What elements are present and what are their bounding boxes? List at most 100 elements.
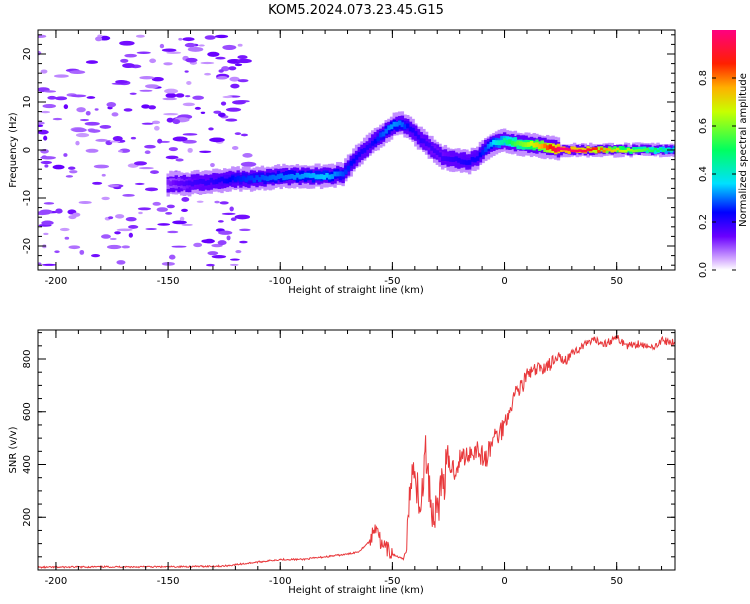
spectrogram-ridge-cell	[551, 146, 555, 151]
spectrogram-noise-blob	[200, 61, 215, 65]
colorbar: 0.0 0.2 0.4 0.6 0.8 Normalized spectral ampl…	[698, 30, 749, 278]
spectrogram-ridge-cell	[653, 148, 658, 154]
spectrogram-ridge-cell	[220, 176, 224, 182]
spectrogram-noise-blob	[144, 144, 156, 149]
y-tick-label: 800	[22, 349, 33, 368]
y-tick-label: 10	[22, 96, 33, 109]
spectrogram-noise-blob	[239, 228, 251, 232]
spectrogram-ridge-cell	[532, 142, 536, 148]
spectrogram-ridge-cell	[258, 177, 262, 182]
spectrogram-noise-blob	[207, 51, 220, 57]
spectrogram-noise-blob	[54, 96, 68, 101]
spectrogram-noise-blob	[150, 170, 159, 174]
spectrogram-noise-blob	[68, 166, 76, 170]
spectrogram-noise-blob	[206, 263, 215, 267]
spectrogram-ridge-cell	[659, 147, 663, 151]
spectrogram-noise-blob	[148, 105, 157, 110]
spectrogram-ridge-cell	[661, 146, 666, 152]
spectrogram-ridge-cell	[467, 160, 472, 165]
spectrogram-ridge-cell	[613, 149, 617, 152]
colorbar-tick-label: 0.2	[698, 214, 709, 230]
spectrogram-noise-blob	[137, 207, 152, 211]
spectrogram-ridge-cell	[341, 171, 345, 177]
snr-xlabel: Height of straight line (km)	[288, 585, 424, 596]
spectrogram-noise-blob	[43, 135, 48, 141]
spectrogram-ridge-cell	[432, 148, 437, 154]
spectrogram-ridge-cell	[626, 148, 631, 151]
y-tick-label: 600	[22, 402, 33, 421]
spectrogram-noise-blob	[184, 70, 189, 73]
spectrogram-noise-blob	[118, 150, 123, 153]
spectrogram-noise-blob	[41, 220, 54, 226]
spectrogram-noise-blob	[91, 254, 101, 258]
colorbar-tick-label: 0.4	[698, 166, 709, 182]
colorbar-tick-label: 0.8	[698, 70, 709, 86]
colorbar-gradient	[712, 30, 736, 270]
spectrogram-noise-blob	[55, 208, 63, 214]
spectrogram-ridge-cell	[314, 174, 318, 180]
spectrogram-noise-blob	[192, 95, 205, 100]
spectrogram-noise-blob	[159, 43, 165, 49]
spectrogram-ridge-cell	[287, 174, 292, 180]
spectrogram-ridge-cell	[583, 149, 588, 153]
spectrogram-ridge-cell	[632, 147, 636, 153]
spectrogram-ridge-cell	[301, 173, 305, 179]
spectrogram-ridge-cell	[190, 181, 195, 187]
spectrogram-noise-blob	[166, 204, 175, 209]
spectrogram-ridge-cell	[298, 174, 302, 180]
spectrogram-noise-blob	[106, 102, 117, 108]
spectrogram-ridge-cell	[411, 127, 415, 133]
spectrogram-noise-blob	[53, 74, 69, 78]
spectrogram-ridge-cell	[282, 175, 286, 181]
spectrogram-ridge-cell	[330, 174, 335, 179]
spectrogram-ridge-cell	[618, 145, 623, 152]
spectrogram-ridge-cell	[486, 143, 491, 149]
spectrogram-noise-blob	[95, 36, 103, 42]
spectrogram-noise-blob	[47, 95, 57, 100]
spectrogram-noise-blob	[222, 95, 233, 99]
spectrogram-noise-blob	[38, 121, 45, 125]
spectrogram-noise-blob	[175, 93, 185, 98]
spectrogram-noise-blob	[70, 94, 87, 98]
y-tick-label: -10	[22, 190, 33, 206]
spectrogram-ridge-cell	[540, 143, 545, 149]
spectrogram-noise-blob	[122, 194, 135, 197]
spectrogram-noise-blob	[64, 236, 70, 240]
spectrogram-ridge-cell	[212, 179, 216, 185]
spectrogram-noise-blob	[107, 184, 120, 187]
spectrogram-ridge-cell	[642, 148, 647, 152]
spectrogram-noise-blob	[123, 108, 133, 112]
spectrogram-ridge-cell	[653, 147, 658, 151]
spectrogram-noise-blob	[54, 250, 60, 254]
spectrogram-noise-blob	[232, 100, 246, 105]
spectrogram-ridge-cell	[311, 172, 316, 178]
spectrogram-ridge-cell	[559, 147, 563, 151]
spectrogram-ridge-cell	[416, 134, 421, 140]
y-tick-label: 20	[22, 48, 33, 61]
spectrogram-ridge-cell	[564, 147, 569, 151]
spectrogram-noise-blob	[218, 112, 226, 117]
spectrogram-noise-blob	[95, 138, 109, 142]
spectrogram-noise-blob	[116, 228, 133, 232]
spectrogram-noise-blob	[166, 117, 174, 123]
spectrogram-ridge-cell	[578, 149, 582, 152]
spectrogram-noise-blob	[229, 258, 240, 261]
spectrogram-noise-blob	[213, 110, 222, 114]
spectrogram-noise-blob	[194, 106, 201, 110]
spectrogram-ridge-cell	[465, 160, 469, 166]
spectrogram-ridge-cell	[427, 142, 431, 148]
spectrogram-ridge-cell	[263, 175, 267, 181]
spectrogram-ridge-cell	[236, 175, 240, 181]
spectrogram-noise-blob	[185, 95, 191, 98]
x-tick-label: -100	[269, 576, 292, 587]
spectrogram-ridge-cell	[185, 180, 189, 186]
spectrogram-noise-blob	[187, 46, 204, 52]
spectrogram-noise-blob	[199, 150, 212, 153]
spectrogram-ridge-cell	[241, 175, 246, 181]
colorbar-label: Normalized spectral amplitude	[738, 73, 749, 227]
spectrogram-noise-blob	[228, 66, 237, 71]
spectrogram-ridge-cell	[279, 173, 283, 179]
spectrogram-ridge-cell	[645, 147, 649, 154]
spectrogram-noise-blob	[240, 161, 257, 167]
spectrogram-noise-blob	[112, 136, 123, 142]
